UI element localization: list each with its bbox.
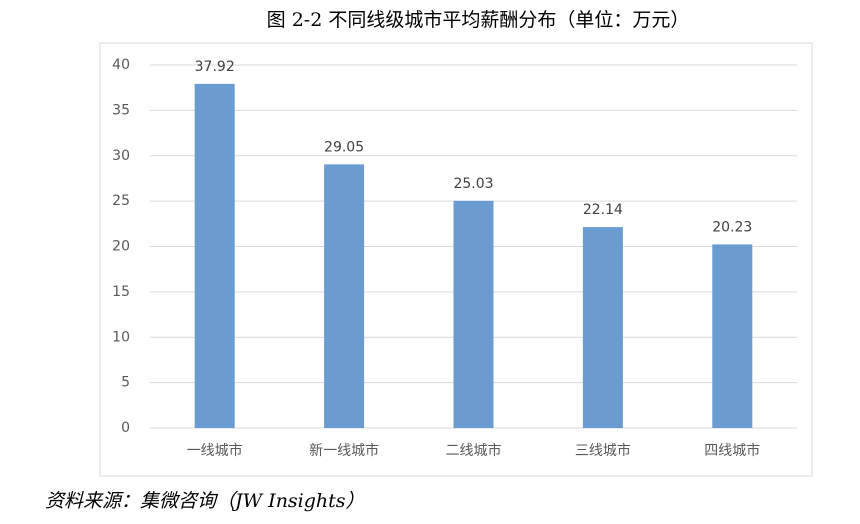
bar xyxy=(453,200,494,428)
x-tick-label: 三线城市 xyxy=(575,442,631,459)
y-tick-label: 20 xyxy=(112,239,130,255)
bar xyxy=(324,164,365,428)
data-label: 37.92 xyxy=(195,59,235,75)
y-tick-label: 10 xyxy=(112,329,130,345)
x-tick-label: 二线城市 xyxy=(446,442,502,459)
bar xyxy=(582,227,623,428)
chart-frame xyxy=(99,42,813,477)
chart-title: 图 2-2 不同线级城市平均薪酬分布（单位：万元） xyxy=(267,9,690,31)
y-tick-label: 35 xyxy=(112,102,130,118)
y-tick-label: 40 xyxy=(112,57,130,73)
x-tick-label: 一线城市 xyxy=(187,442,243,459)
data-label: 29.05 xyxy=(324,139,364,155)
source-note: 资料来源：集微咨询（JW Insights） xyxy=(45,490,365,512)
x-tick-label: 新一线城市 xyxy=(309,442,379,459)
x-tick-label: 四线城市 xyxy=(704,442,760,459)
data-label: 22.14 xyxy=(583,202,623,218)
bar xyxy=(712,244,753,428)
y-tick-label: 0 xyxy=(121,420,130,436)
y-tick-label: 15 xyxy=(112,284,130,300)
y-tick-label: 5 xyxy=(121,375,130,391)
y-tick-label: 25 xyxy=(112,193,130,209)
bar xyxy=(194,83,235,428)
data-label: 25.03 xyxy=(453,176,493,192)
data-label: 20.23 xyxy=(712,219,752,235)
y-tick-label: 30 xyxy=(112,148,130,164)
